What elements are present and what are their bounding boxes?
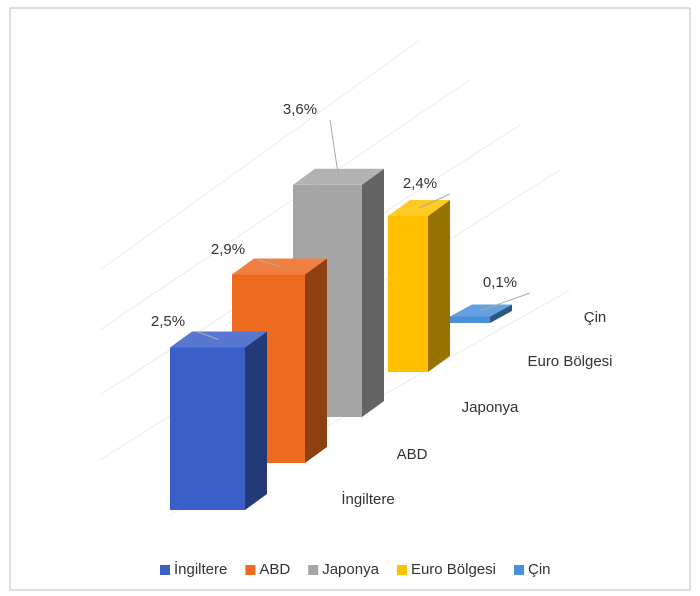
legend-swatch	[514, 565, 524, 575]
bar	[170, 347, 245, 510]
legend-swatch	[160, 565, 170, 575]
depth-axis-label: Euro Bölgesi	[527, 353, 612, 370]
label-leader	[480, 292, 531, 311]
grid-line	[99, 79, 471, 331]
legend-label: Euro Bölgesi	[411, 561, 496, 578]
label-leader	[418, 193, 451, 209]
label-leader	[257, 259, 280, 267]
bar-side	[362, 168, 384, 417]
label-leader	[329, 119, 339, 177]
bar-side	[490, 304, 512, 323]
bar-side	[305, 258, 327, 463]
value-label: 2,4%	[403, 175, 437, 192]
value-label: 2,5%	[151, 313, 185, 330]
bar	[388, 216, 428, 372]
legend-label: Japonya	[322, 561, 379, 578]
legend-swatch	[308, 565, 319, 575]
value-label: 3,6%	[283, 101, 317, 118]
depth-axis-label: ABD	[397, 446, 428, 463]
legend-label: İngiltere	[174, 560, 227, 578]
value-label: 0,1%	[483, 274, 517, 291]
legend-label: Çin	[528, 561, 551, 578]
legend-label: ABD	[259, 561, 290, 578]
grid-line	[99, 39, 421, 271]
bar-side	[428, 200, 450, 372]
bar-side	[245, 331, 267, 510]
depth-axis-label: İngiltere	[341, 490, 394, 508]
value-label: 2,9%	[211, 241, 245, 258]
label-leader	[197, 331, 219, 340]
depth-axis-label: Çin	[584, 309, 607, 326]
legend-swatch	[245, 565, 256, 575]
legend-swatch	[396, 565, 407, 575]
bar	[450, 316, 490, 323]
depth-axis-label: Japonya	[462, 399, 519, 416]
